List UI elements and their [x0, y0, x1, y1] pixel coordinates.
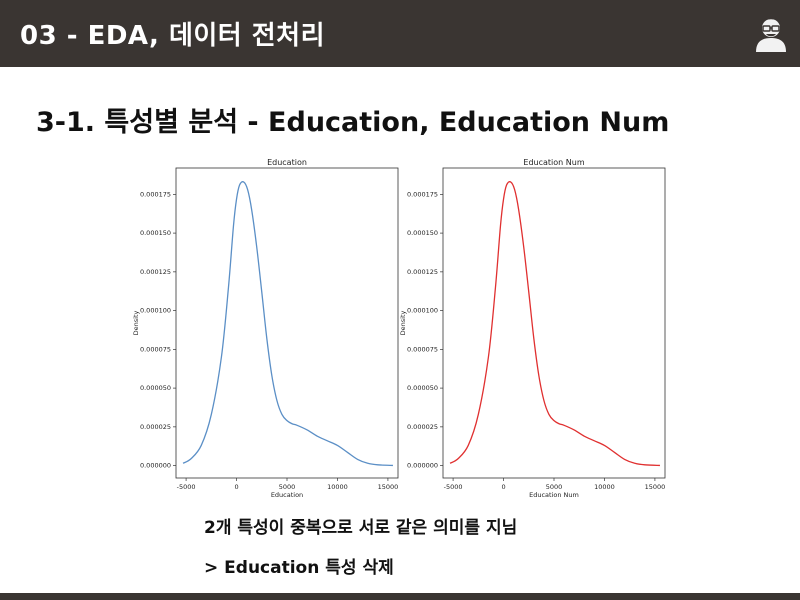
y-tick-label: 0.000150	[140, 229, 171, 237]
y-tick-label: 0.000025	[140, 423, 171, 431]
y-tick-label: 0.000125	[407, 268, 438, 276]
x-tick-label: -5000	[444, 483, 463, 491]
education-num-density-svg: Education Num 0.000000 0.000025 0.000050 0.0…	[399, 158, 666, 499]
education-num-density-chart: Education Num 0.000000 0.000025 0.000050 0.0…	[397, 155, 669, 505]
y-tick-label: 0.000100	[140, 307, 171, 315]
y-tick-label: 0.000075	[407, 345, 438, 353]
note-duplicate-meaning: 2개 특성이 중복으로 서로 같은 의미를 지님	[204, 518, 518, 538]
y-axis-label: Density	[132, 310, 140, 335]
person-with-glasses-icon	[756, 17, 786, 52]
y-tick-label: 0.000000	[140, 462, 171, 470]
note-drop-education: > Education 특성 삭제	[204, 558, 394, 578]
y-tick-label: 0.000000	[407, 462, 438, 470]
x-tick-label: 0	[234, 483, 238, 491]
y-tick-label: 0.000100	[407, 307, 438, 315]
density-line	[182, 181, 393, 467]
x-tick-label: 5000	[279, 483, 296, 491]
x-tick-label: 5000	[546, 483, 563, 491]
y-tick-label: 0.000050	[407, 384, 438, 392]
y-tick-label: 0.000050	[140, 384, 171, 392]
y-axis-label: Density	[399, 310, 407, 335]
y-tick-label: 0.000025	[407, 423, 438, 431]
chart-title: Education	[267, 158, 307, 167]
x-axis-label: Education Num	[529, 491, 579, 499]
page-title: 03 - EDA, 데이터 전처리	[20, 21, 326, 51]
header-bar: 03 - EDA, 데이터 전처리	[0, 0, 800, 67]
x-tick-label: -5000	[177, 483, 196, 491]
footer-bar	[0, 593, 800, 600]
y-tick-label: 0.000125	[140, 268, 171, 276]
plot-frame	[175, 167, 399, 479]
y-tick-label: 0.000175	[140, 190, 171, 198]
x-tick-label: 15000	[645, 483, 666, 491]
education-density-chart: Education 0.000000 0.000025 0.000050 0.00007…	[130, 155, 402, 505]
chart-title: Education Num	[523, 158, 584, 167]
x-tick-label: 15000	[378, 483, 399, 491]
y-tick-label: 0.000175	[407, 190, 438, 198]
education-density-svg: Education 0.000000 0.000025 0.000050 0.00007…	[132, 158, 399, 499]
y-tick-label: 0.000150	[407, 229, 438, 237]
slide-heading: 3-1. 특성별 분석 - Education, Education Num	[36, 107, 670, 138]
x-tick-label: 10000	[327, 483, 348, 491]
x-axis-label: Education	[271, 491, 303, 499]
plot-frame	[442, 167, 666, 479]
x-tick-label: 0	[501, 483, 505, 491]
density-line	[449, 181, 660, 467]
y-tick-label: 0.000075	[140, 345, 171, 353]
x-tick-label: 10000	[594, 483, 615, 491]
